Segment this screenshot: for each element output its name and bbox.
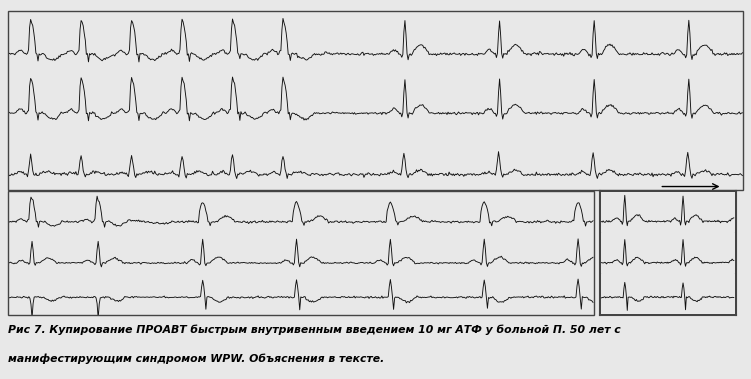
Text: манифестирующим синдромом WPW. Объяснения в тексте.: манифестирующим синдромом WPW. Объяснени…	[8, 353, 384, 364]
Text: Рис 7. Купирование ПРОАВТ быстрым внутривенным введением 10 мг АТФ у больной П. : Рис 7. Купирование ПРОАВТ быстрым внутри…	[8, 324, 620, 335]
